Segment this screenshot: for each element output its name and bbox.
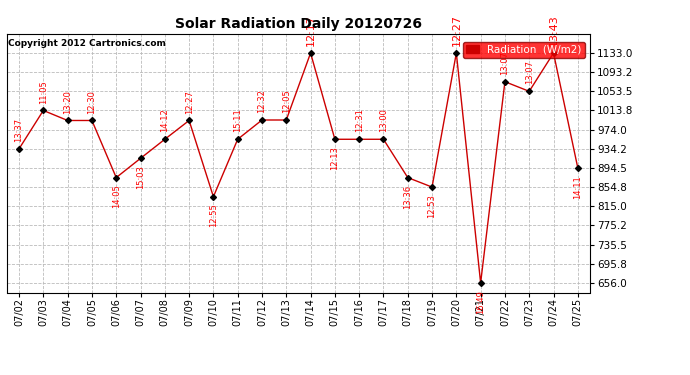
Text: 13:37: 13:37 (14, 118, 23, 142)
Text: Copyright 2012 Cartronics.com: Copyright 2012 Cartronics.com (8, 39, 166, 48)
Text: 16:49: 16:49 (476, 290, 485, 314)
Text: 11:05: 11:05 (39, 80, 48, 104)
Text: 14:11: 14:11 (573, 175, 582, 199)
Text: 12:31: 12:31 (355, 108, 364, 132)
Text: 12:30: 12:30 (88, 90, 97, 114)
Text: 14:12: 14:12 (160, 109, 169, 132)
Text: 12:13: 12:13 (331, 146, 339, 170)
Text: 12:55: 12:55 (209, 204, 218, 227)
Text: 12:27: 12:27 (451, 14, 462, 46)
Text: 15:11: 15:11 (233, 109, 242, 132)
Text: 13:20: 13:20 (63, 90, 72, 114)
Legend: Radiation  (W/m2): Radiation (W/m2) (463, 42, 584, 58)
Text: 15:03: 15:03 (136, 165, 145, 189)
Text: 12:53: 12:53 (428, 194, 437, 218)
Text: 13:36: 13:36 (403, 184, 412, 209)
Text: 14:05: 14:05 (112, 184, 121, 208)
Text: 12:17: 12:17 (306, 14, 315, 46)
Text: 12:27: 12:27 (185, 90, 194, 114)
Text: 12:32: 12:32 (257, 89, 266, 113)
Text: 13:07: 13:07 (524, 60, 534, 84)
Text: 13:07: 13:07 (500, 51, 509, 75)
Text: 13:43: 13:43 (549, 14, 558, 46)
Title: Solar Radiation Daily 20120726: Solar Radiation Daily 20120726 (175, 17, 422, 31)
Text: 12:05: 12:05 (282, 89, 290, 113)
Text: 13:00: 13:00 (379, 108, 388, 132)
